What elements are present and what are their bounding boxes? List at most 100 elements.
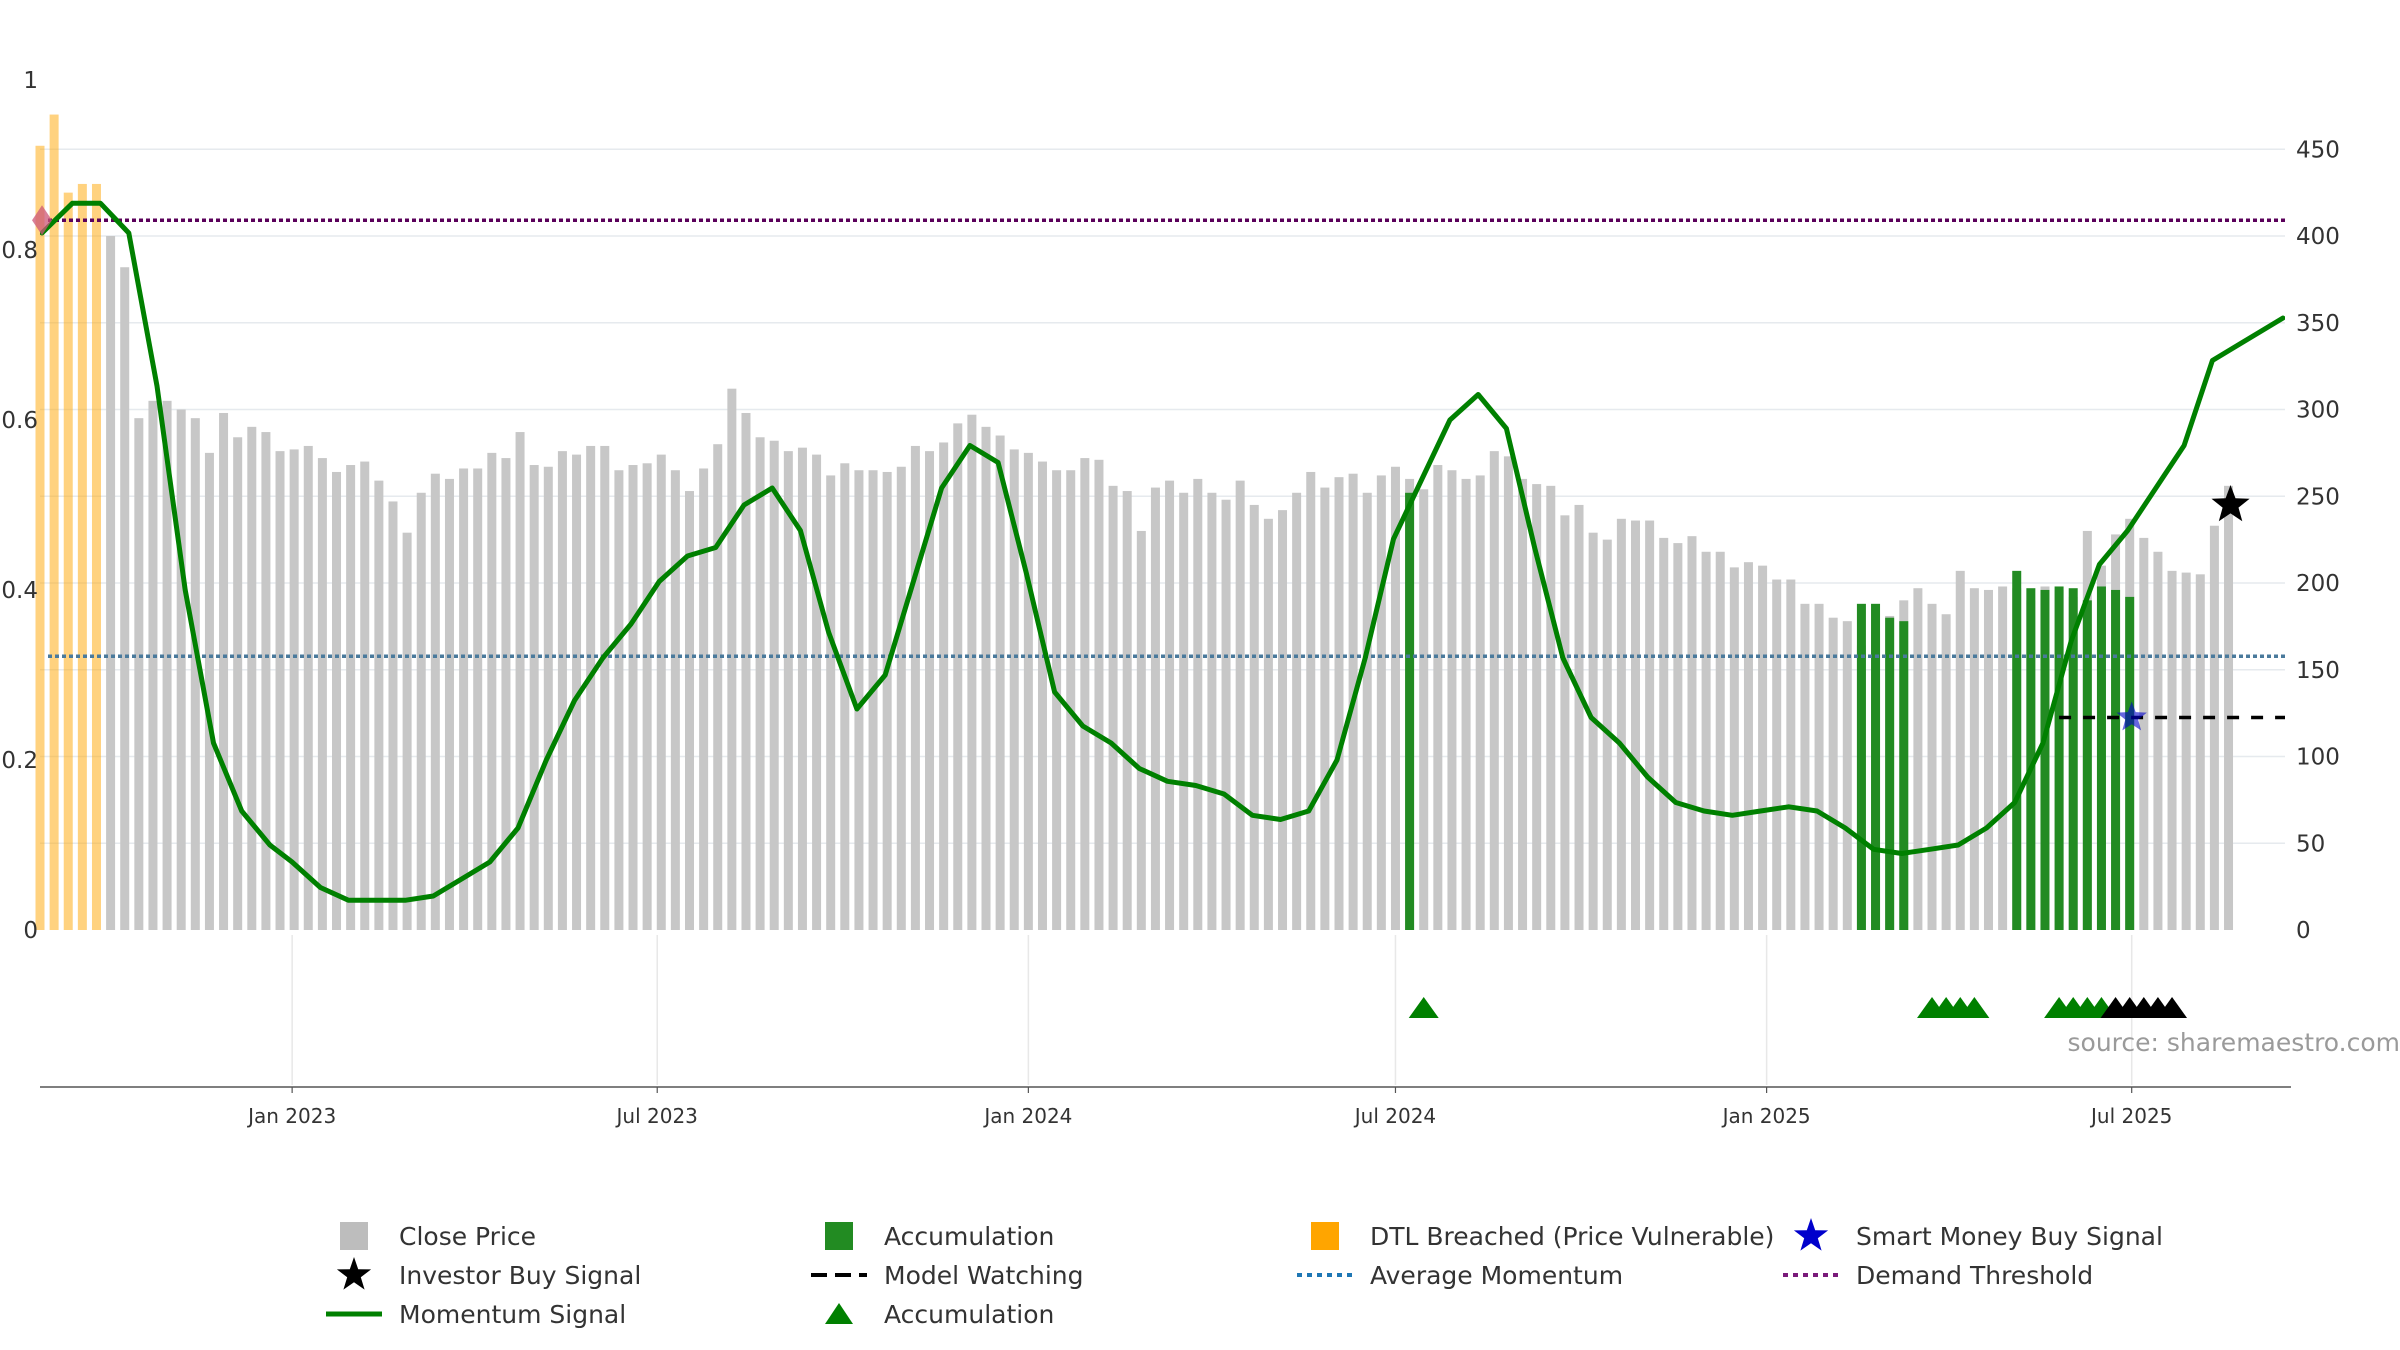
accumulation-bar <box>1405 492 1415 930</box>
close-price-bar <box>148 400 158 930</box>
legend-dtl-breached-label: DTL Breached (Price Vulnerable) <box>1370 1221 1775 1251</box>
close-price-bar <box>1165 480 1175 930</box>
close-price-bar <box>1433 465 1443 930</box>
close-price-bar <box>699 468 709 930</box>
right-tick-label: 350 <box>2296 311 2340 337</box>
close-price-bar <box>727 388 737 930</box>
dtl-breached-bar <box>91 183 101 930</box>
accumulation-triangle <box>1408 997 1439 1018</box>
close-price-bar <box>162 400 172 930</box>
close-price-bar <box>2139 537 2149 930</box>
accumulation-bar <box>2040 589 2050 930</box>
close-price-bar <box>1447 470 1457 930</box>
green-triangle-icon <box>825 1303 853 1324</box>
chart-svg: Jan 2023 Jul 2023 Jan 2024 Jul 2024 Jan 2025… <box>1 68 2400 1128</box>
close-price-bar <box>1278 510 1288 930</box>
close-price-bar <box>374 480 384 930</box>
close-price-bar <box>1334 477 1344 930</box>
close-price-bar <box>628 465 638 930</box>
close-price-bar <box>840 463 850 930</box>
legend: Close Price Accumulation DTL Breached (P… <box>0 1200 2400 1340</box>
close-price-bar <box>2181 572 2191 930</box>
accumulation-bar <box>1899 621 1909 930</box>
close-price-bar <box>1503 456 1513 930</box>
close-price-bar <box>1828 617 1838 930</box>
close-price-bar <box>2153 551 2163 930</box>
close-price-bar <box>1588 532 1598 930</box>
close-price-bar <box>1235 480 1245 930</box>
close-price-bar <box>1122 491 1132 930</box>
close-price-bar <box>670 470 680 930</box>
accumulation-bar <box>2111 589 2121 930</box>
legend-model-watching-label: Model Watching <box>884 1260 1084 1290</box>
legend-average-momentum-label: Average Momentum <box>1370 1260 1624 1290</box>
close-price-bar <box>1659 537 1669 930</box>
close-price-bar <box>1715 551 1725 930</box>
right-tick-label: 150 <box>2296 658 2340 684</box>
left-tick-label: 0 <box>23 918 38 944</box>
close-price-bar <box>1772 579 1782 930</box>
close-price-bar <box>939 442 949 930</box>
signal-lines <box>40 200 2285 903</box>
legend-accumulation-bar: Accumulation <box>802 1218 1054 1254</box>
close-price-bar <box>1376 475 1386 930</box>
gridlines <box>40 148 2285 1085</box>
close-price-bar <box>1461 478 1471 930</box>
right-tick-label: 450 <box>2296 137 2340 163</box>
close-price-bar <box>459 468 469 930</box>
accumulation-triangle <box>1959 997 1990 1018</box>
close-price-bar <box>1320 487 1330 930</box>
close-price-bar <box>1673 543 1683 930</box>
close-price-bar <box>614 470 624 930</box>
close-price-bar <box>275 451 285 930</box>
legend-demand-threshold-label: Demand Threshold <box>1856 1260 2094 1290</box>
close-price-bar <box>995 435 1005 930</box>
legend-momentum-signal-label: Momentum Signal <box>399 1299 627 1329</box>
legend-close-price-label: Close Price <box>399 1221 537 1251</box>
accumulation-triangle-dark <box>2157 997 2188 1018</box>
close-price-bar <box>1955 570 1965 930</box>
accumulation-bar <box>2125 596 2135 930</box>
smart-money-buy-star-icon <box>2116 701 2147 731</box>
close-price-bar <box>1066 470 1076 930</box>
close-price-bar <box>1292 492 1302 930</box>
dtl-breached-bar <box>35 145 45 930</box>
close-price-bar <box>1518 478 1528 930</box>
close-price-bar <box>1743 562 1753 930</box>
legend-demand-threshold: Demand Threshold <box>1774 1257 2093 1293</box>
close-price-bar <box>501 458 511 930</box>
accumulation-bar <box>2096 586 2106 930</box>
dtl-breached-bar <box>63 192 73 930</box>
close-price-bar <box>416 492 426 930</box>
close-price-bar <box>2209 525 2219 930</box>
dtl-breached-bar <box>49 114 59 931</box>
close-price-bar <box>1998 586 2008 930</box>
legend-accumulation-marker: Accumulation <box>802 1296 1054 1332</box>
close-price-bar <box>388 501 398 930</box>
close-price-bar <box>1842 621 1852 930</box>
left-tick-label: 0.2 <box>1 748 38 774</box>
close-price-bar <box>981 426 991 930</box>
close-price-bar <box>1969 588 1979 930</box>
close-price-bar <box>487 452 497 930</box>
close-price-bar <box>1560 515 1570 930</box>
close-price-bar <box>1108 485 1118 930</box>
close-price-bar <box>586 445 596 930</box>
close-price-bar <box>1037 461 1047 930</box>
close-price-bar <box>854 470 864 930</box>
close-price-bar <box>261 432 271 930</box>
close-price-bar <box>1094 459 1104 930</box>
close-price-bar <box>1616 518 1626 930</box>
close-price-bar <box>1362 492 1372 930</box>
close-price-bar <box>557 451 567 930</box>
legend-accumulation-marker-label: Accumulation <box>884 1299 1055 1329</box>
close-price-bar <box>346 465 356 930</box>
close-price-bar <box>1390 466 1400 930</box>
close-price-bar <box>444 478 454 930</box>
close-price-bar <box>1546 485 1556 930</box>
left-tick-label: 1 <box>23 68 38 94</box>
close-price-bar <box>543 466 553 930</box>
close-price-bar <box>1009 449 1019 930</box>
close-price-bar <box>332 471 342 930</box>
close-price-bar <box>473 468 483 930</box>
